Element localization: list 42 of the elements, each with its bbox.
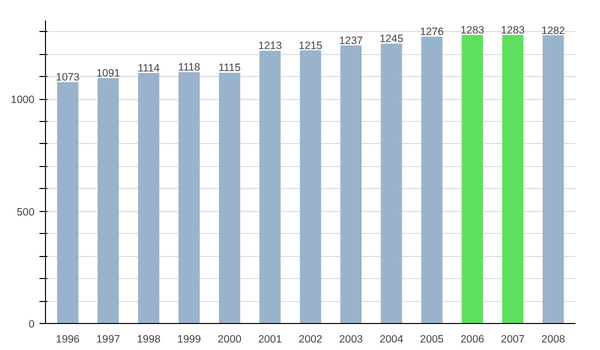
x-tick-label: 2003 bbox=[339, 334, 363, 346]
y-tick-label: 1000 bbox=[10, 94, 35, 106]
data-label: 1118 bbox=[178, 62, 200, 74]
bar bbox=[138, 72, 160, 324]
data-label: 1237 bbox=[339, 34, 363, 47]
data-label: 1215 bbox=[298, 40, 322, 52]
x-tick-label: 1996 bbox=[56, 334, 80, 346]
x-tick-label: 1999 bbox=[177, 334, 202, 346]
x-tick-label: 1998 bbox=[136, 334, 161, 346]
bar bbox=[300, 50, 322, 324]
bar bbox=[178, 72, 200, 324]
y-tick-label: 500 bbox=[16, 206, 35, 218]
bar bbox=[57, 82, 78, 324]
x-tick-label: 2000 bbox=[218, 334, 242, 346]
data-label: 1073 bbox=[56, 72, 80, 84]
x-tick-label: 2007 bbox=[500, 334, 525, 346]
bar bbox=[462, 35, 483, 324]
bar bbox=[502, 35, 524, 324]
x-tick-label: 2002 bbox=[298, 334, 322, 346]
data-label: 1091 bbox=[96, 68, 120, 80]
data-label: 1282 bbox=[541, 24, 566, 37]
x-tick-label: 2006 bbox=[460, 334, 484, 346]
x-tick-label: 2008 bbox=[541, 334, 566, 346]
data-label: 1276 bbox=[420, 26, 444, 38]
bar bbox=[542, 35, 564, 324]
x-tick-label: 2001 bbox=[258, 334, 282, 346]
bar bbox=[380, 44, 402, 324]
data-label: 1114 bbox=[138, 62, 160, 74]
x-tick-label: 2005 bbox=[420, 334, 444, 346]
data-label: 1283 bbox=[500, 24, 525, 37]
data-label: 1245 bbox=[380, 33, 404, 46]
x-tick-label: 2004 bbox=[380, 334, 404, 346]
bar bbox=[98, 78, 119, 324]
y-tick-label: 0 bbox=[28, 318, 35, 330]
data-label: 1115 bbox=[218, 62, 241, 74]
bar bbox=[218, 72, 240, 324]
bar bbox=[340, 45, 362, 324]
bar bbox=[421, 36, 442, 324]
x-tick-label: 1997 bbox=[96, 334, 120, 346]
data-label: 1213 bbox=[258, 40, 282, 52]
data-label: 1283 bbox=[460, 24, 484, 37]
bar bbox=[259, 50, 281, 324]
